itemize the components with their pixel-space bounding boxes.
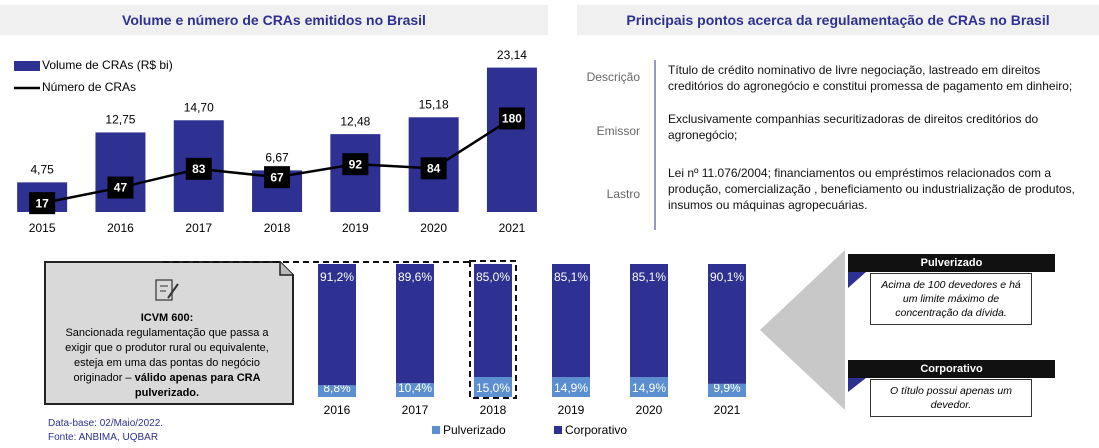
point-label: 67 xyxy=(270,170,284,184)
marker xyxy=(342,153,369,176)
point-label: 84 xyxy=(427,161,441,175)
bar-segment xyxy=(318,264,356,386)
value-label: 23,14 xyxy=(497,48,527,62)
bar-segment xyxy=(630,264,668,378)
point-label: 17 xyxy=(35,196,49,210)
value-label: 85,1% xyxy=(632,270,666,284)
callout-box xyxy=(44,261,294,405)
marker xyxy=(498,107,525,130)
bar-segment xyxy=(474,264,512,378)
point-label: 47 xyxy=(114,181,128,195)
x-tick-label: 2020 xyxy=(636,403,663,417)
footnote: Data-base: 02/Maio/2022. xyxy=(48,418,164,429)
value-label: 89,6% xyxy=(398,270,432,284)
bar-segment xyxy=(552,264,590,378)
x-tick-label: 2017 xyxy=(185,221,212,235)
legend-swatch xyxy=(14,61,40,71)
row-label: Descrição xyxy=(586,70,640,84)
row-label: Emissor xyxy=(596,124,640,138)
x-tick-label: 2019 xyxy=(558,403,585,417)
bar-segment xyxy=(708,264,746,384)
legend-swatch xyxy=(554,426,562,434)
value-label: 91,2% xyxy=(320,270,354,284)
x-tick-label: 2017 xyxy=(402,403,429,417)
row-text: Título de crédito nominativo de livre ne… xyxy=(668,63,1073,93)
callout-fold xyxy=(279,262,293,276)
bar-segment xyxy=(708,383,746,397)
value-label: 15,0% xyxy=(476,381,510,395)
callout-title: ICVM 600: xyxy=(140,312,194,324)
value-label: 12,75 xyxy=(105,113,135,127)
x-tick-label: 2021 xyxy=(499,221,526,235)
row-text: Lei nº 11.076/2004; financiamentos ou em… xyxy=(668,166,1075,212)
def-text: Acima de 100 devedores e há um limite má… xyxy=(870,273,1032,325)
x-tick-label: 2018 xyxy=(480,403,507,417)
table-title: Principais pontos acerca da regulamentaç… xyxy=(577,5,1099,35)
bar-segment xyxy=(630,377,668,397)
point-label: 83 xyxy=(192,162,206,176)
arrow xyxy=(760,250,845,410)
legend-label: Corporativo xyxy=(565,423,627,437)
callout-text: Sancionada regulamentação que passa a ex… xyxy=(65,327,269,384)
bar-segment xyxy=(396,264,434,384)
highlight xyxy=(469,260,517,399)
bar-segment xyxy=(474,377,512,397)
row-text: Exclusivamente companhias securitizadora… xyxy=(668,112,1039,142)
def-title: Corporativo xyxy=(848,360,1055,378)
marker xyxy=(107,176,134,199)
legend-swatch xyxy=(432,426,440,434)
row-label: Lastro xyxy=(606,187,640,201)
corner xyxy=(848,272,866,288)
icon xyxy=(155,279,173,301)
marker xyxy=(29,192,56,215)
x-tick-label: 2020 xyxy=(420,221,447,235)
value-label: 15,18 xyxy=(419,97,449,111)
icon xyxy=(167,283,179,299)
x-tick-label: 2018 xyxy=(264,221,291,235)
value-label: 14,9% xyxy=(632,381,666,395)
bar-segment xyxy=(318,385,356,397)
def-text: O título possui apenas um devedor. xyxy=(870,379,1032,417)
bar-segment xyxy=(552,377,590,397)
x-tick-label: 2015 xyxy=(29,221,56,235)
chart-title: Volume e número de CRAs emitidos no Bras… xyxy=(0,5,548,35)
value-label: 10,4% xyxy=(398,381,432,395)
marker xyxy=(185,157,212,180)
x-tick-label: 2019 xyxy=(342,221,369,235)
x-tick-label: 2016 xyxy=(324,403,351,417)
value-label: 85,0% xyxy=(476,270,510,284)
value-label: 12,48 xyxy=(340,114,370,128)
point-label: 92 xyxy=(349,157,363,171)
corner xyxy=(848,378,866,392)
legend-label: Pulverizado xyxy=(443,423,506,437)
legend-label: Volume de CRAs (R$ bi) xyxy=(42,58,173,72)
marker xyxy=(264,166,291,189)
value-label: 4,75 xyxy=(30,163,54,177)
bar xyxy=(95,132,146,212)
value-label: 14,70 xyxy=(184,100,214,114)
value-label: 6,67 xyxy=(265,151,289,165)
bar-segment xyxy=(396,383,434,397)
marker xyxy=(420,157,447,180)
bar xyxy=(486,67,537,212)
x-tick-label: 2021 xyxy=(714,403,741,417)
def-title: Pulverizado xyxy=(848,254,1055,272)
value-label: 85,1% xyxy=(554,270,588,284)
value-label: 14,9% xyxy=(554,381,588,395)
value-label: 9,9% xyxy=(713,381,741,395)
callout-bold: válido apenas para CRA pulverizado. xyxy=(134,372,261,399)
value-label: 90,1% xyxy=(710,270,744,284)
x-tick-label: 2016 xyxy=(107,221,134,235)
callout: ICVM 600: Sancionada regulamentação que … xyxy=(52,311,282,401)
footnote: Fonte: ANBIMA, UQBAR xyxy=(48,432,159,443)
point-label: 180 xyxy=(502,112,522,126)
legend-label: Número de CRAs xyxy=(42,80,136,94)
